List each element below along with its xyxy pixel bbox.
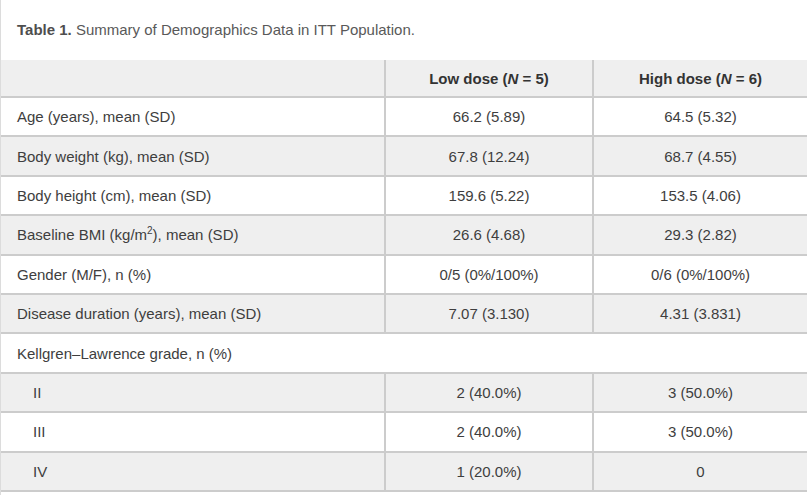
row-label: II [1, 373, 385, 412]
cell-high: 29.3 (2.82) [593, 215, 807, 254]
table-row: III 2 (40.0%) 3 (50.0%) [1, 412, 807, 451]
table-row: Disease duration (years), mean (SD) 7.07… [1, 294, 807, 333]
table-group-row: Kellgren–Lawrence grade, n (%) [1, 333, 807, 372]
cell-low: 1 (20.0%) [385, 452, 593, 491]
row-label: Disease duration (years), mean (SD) [1, 294, 385, 333]
table-caption-text: Summary of Demographics Data in ITT Popu… [72, 21, 415, 38]
group-row-label: Kellgren–Lawrence grade, n (%) [1, 333, 807, 372]
table-caption-label: Table 1. [17, 21, 72, 38]
table-caption: Table 1. Summary of Demographics Data in… [1, 0, 807, 60]
row-label: Age (years), mean (SD) [1, 97, 385, 136]
table-row: Age (years), mean (SD) 66.2 (5.89) 64.5 … [1, 97, 807, 136]
table-row: II 2 (40.0%) 3 (50.0%) [1, 373, 807, 412]
cell-low: 2 (40.0%) [385, 373, 593, 412]
cell-low: 7.07 (3.130) [385, 294, 593, 333]
page: { "caption": { "label": "Table 1.", "tex… [0, 0, 807, 495]
header-row: Low dose (N = 5) High dose (N = 6) [1, 60, 807, 97]
cell-high: 3 (50.0%) [593, 373, 807, 412]
row-label: Gender (M/F), n (%) [1, 255, 385, 294]
row-label: Body weight (kg), mean (SD) [1, 136, 385, 175]
cell-low: 67.8 (12.24) [385, 136, 593, 175]
row-label: III [1, 412, 385, 451]
table-row: Baseline BMI (kg/m2), mean (SD) 26.6 (4.… [1, 215, 807, 254]
demographics-table: Low dose (N = 5) High dose (N = 6) Age (… [1, 60, 807, 492]
cell-high: 3 (50.0%) [593, 412, 807, 451]
cell-low: 0/5 (0%/100%) [385, 255, 593, 294]
cell-high: 153.5 (4.06) [593, 176, 807, 215]
header-low-dose: Low dose (N = 5) [385, 60, 593, 97]
table-row: IV 1 (20.0%) 0 [1, 452, 807, 491]
cell-high: 64.5 (5.32) [593, 97, 807, 136]
cell-high: 68.7 (4.55) [593, 136, 807, 175]
cell-high: 0/6 (0%/100%) [593, 255, 807, 294]
row-label: Baseline BMI (kg/m2), mean (SD) [1, 215, 385, 254]
table-row: Body height (cm), mean (SD) 159.6 (5.22)… [1, 176, 807, 215]
cell-high: 4.31 (3.831) [593, 294, 807, 333]
header-high-dose: High dose (N = 6) [593, 60, 807, 97]
cell-low: 26.6 (4.68) [385, 215, 593, 254]
row-label: Body height (cm), mean (SD) [1, 176, 385, 215]
table-row: Body weight (kg), mean (SD) 67.8 (12.24)… [1, 136, 807, 175]
cell-low: 159.6 (5.22) [385, 176, 593, 215]
cell-high: 0 [593, 452, 807, 491]
table-row: Gender (M/F), n (%) 0/5 (0%/100%) 0/6 (0… [1, 255, 807, 294]
row-label: IV [1, 452, 385, 491]
cell-low: 66.2 (5.89) [385, 97, 593, 136]
cell-low: 2 (40.0%) [385, 412, 593, 451]
header-empty-cell [1, 60, 385, 97]
